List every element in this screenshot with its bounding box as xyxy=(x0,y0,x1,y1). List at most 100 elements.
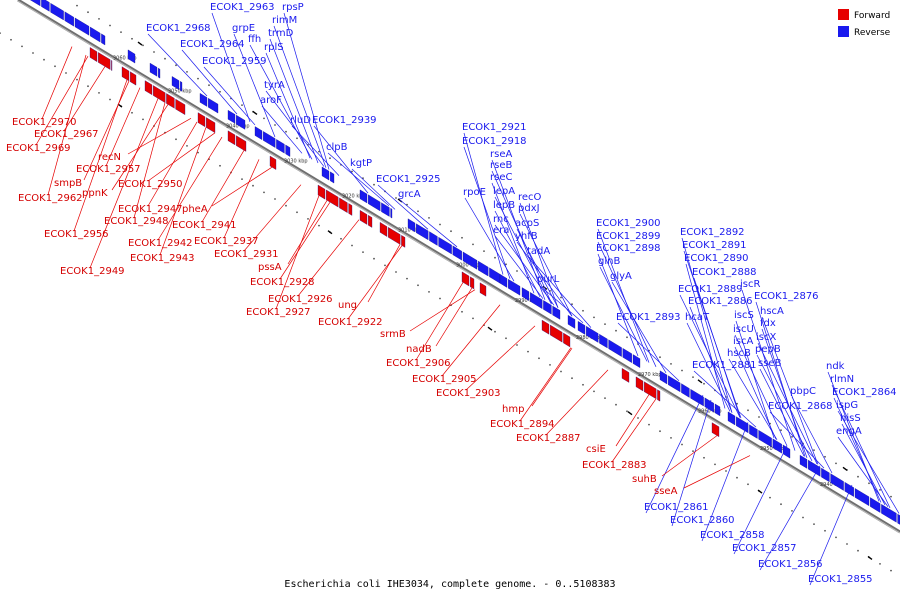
reverse-gene-label: yhfB xyxy=(515,231,538,242)
track-dot xyxy=(21,45,23,48)
track-dot xyxy=(813,449,815,451)
forward-gene-label: ECOK1_2942 xyxy=(128,238,193,249)
track-dot xyxy=(318,224,320,227)
track-dot xyxy=(186,145,188,147)
reverse-gene-label: clpB xyxy=(326,142,348,153)
reverse-leader-line xyxy=(203,66,256,126)
reverse-leader-line xyxy=(351,168,396,210)
reverse-leader-line xyxy=(265,52,311,159)
track-mark xyxy=(867,555,873,560)
forward-gene-label: ECOK1_2962 xyxy=(18,193,83,204)
reverse-gene-label: iscA xyxy=(733,336,753,347)
track-mark xyxy=(137,41,143,46)
forward-gene-block xyxy=(166,93,175,109)
reverse-gene-label: ECOK1_2881 xyxy=(692,360,757,371)
reverse-gene-label: pepB xyxy=(755,344,781,355)
scale-tick-label: 3040 kbp xyxy=(226,124,250,130)
forward-leader-line xyxy=(111,104,169,191)
reverse-gene-label: ECOK1_2892 xyxy=(680,227,745,238)
forward-leader-line xyxy=(441,304,501,377)
scale-tick-label: 2960 kbp xyxy=(698,408,722,414)
forward-gene-block xyxy=(401,235,406,248)
reverse-leader-line xyxy=(494,210,541,298)
genome-caption: Escherichia coli IHE3034, complete genom… xyxy=(284,579,615,590)
forward-leader-line xyxy=(83,80,130,181)
reverse-gene-label: aroF xyxy=(260,95,282,106)
reverse-gene-block xyxy=(530,292,543,309)
track-dot xyxy=(703,456,705,459)
reverse-gene-label: grpE xyxy=(232,23,255,34)
track-dot xyxy=(461,236,463,239)
track-dot xyxy=(868,482,870,485)
reverse-leader-line xyxy=(735,320,775,439)
reverse-gene-block xyxy=(208,97,219,114)
track-dot xyxy=(813,523,815,525)
track-dot xyxy=(681,443,683,446)
track-dot xyxy=(131,111,133,114)
legend-forward-label: Forward xyxy=(854,11,890,21)
reverse-gene-label: glnB xyxy=(598,256,620,267)
track-dot xyxy=(76,78,78,81)
legend-reverse-swatch xyxy=(838,26,849,37)
reverse-gene-block xyxy=(622,348,632,363)
reverse-gene-block xyxy=(64,11,74,27)
forward-gene-label: ECOK1_2903 xyxy=(436,388,501,399)
reverse-gene-label: fdx xyxy=(760,318,776,329)
forward-gene-label: ECOK1_2967 xyxy=(34,129,99,140)
forward-leader-line xyxy=(223,159,260,239)
reverse-leader-line xyxy=(181,49,238,115)
reverse-gene-label: ECOK1_2964 xyxy=(180,39,245,50)
track-dot xyxy=(483,250,485,253)
reverse-gene-label: lepB xyxy=(493,200,515,211)
reverse-gene-label: trmD xyxy=(268,28,294,39)
track-mark xyxy=(487,326,493,331)
forward-leader-line xyxy=(435,287,473,347)
forward-gene-label: ECOK1_2931 xyxy=(214,249,279,260)
forward-leader-line xyxy=(279,201,331,280)
reverse-leader-line xyxy=(538,284,584,324)
reverse-leader-line xyxy=(519,213,573,317)
reverse-gene-block xyxy=(321,166,330,181)
track-dot xyxy=(87,85,89,88)
track-dot xyxy=(307,218,309,220)
track-dot xyxy=(681,369,683,372)
forward-leader-line xyxy=(415,282,464,361)
reverse-gene-block xyxy=(50,2,64,21)
reverse-leader-line xyxy=(645,395,704,514)
reverse-gene-block xyxy=(681,383,690,398)
forward-leader-line xyxy=(133,102,166,219)
track-dot xyxy=(692,376,694,378)
forward-gene-label: ECOK1_2937 xyxy=(194,236,259,247)
reverse-gene-block xyxy=(586,325,599,343)
reverse-leader-line xyxy=(399,199,458,248)
reverse-leader-line xyxy=(837,436,889,507)
legend: Forward Reverse xyxy=(838,9,891,38)
track-dot xyxy=(32,52,34,54)
scale-tick-label: 3010 kbp xyxy=(398,227,422,233)
reverse-gene-block xyxy=(330,171,335,184)
reverse-gene-label: iscR xyxy=(740,279,760,290)
forward-gene-block xyxy=(111,60,113,71)
reverse-gene-label: rseA xyxy=(490,149,512,160)
track-dot xyxy=(373,257,375,260)
forward-leader-line xyxy=(243,184,302,252)
scale-tick-label: 2940 kbp xyxy=(820,482,844,488)
reverse-gene-label: ispG xyxy=(836,400,858,411)
genome-backbone xyxy=(17,0,900,534)
track-dot xyxy=(98,18,100,20)
reverse-gene-block xyxy=(30,0,41,7)
reverse-leader-line xyxy=(728,358,778,440)
forward-gene-label: ECOK1_2948 xyxy=(104,216,169,227)
reverse-gene-label: ECOK1_2889 xyxy=(678,284,743,295)
reverse-leader-line xyxy=(516,241,573,317)
track-dot xyxy=(604,323,606,325)
reverse-gene-label: tadA xyxy=(527,246,550,257)
forward-gene-block xyxy=(130,71,137,86)
track-guides xyxy=(0,4,892,572)
forward-gene-block xyxy=(317,184,326,200)
reverse-gene-block xyxy=(881,504,897,523)
track-dot xyxy=(164,57,166,60)
track-dot xyxy=(560,370,562,373)
forward-gene-label: ppnK xyxy=(82,188,108,199)
track-dot xyxy=(208,84,210,87)
